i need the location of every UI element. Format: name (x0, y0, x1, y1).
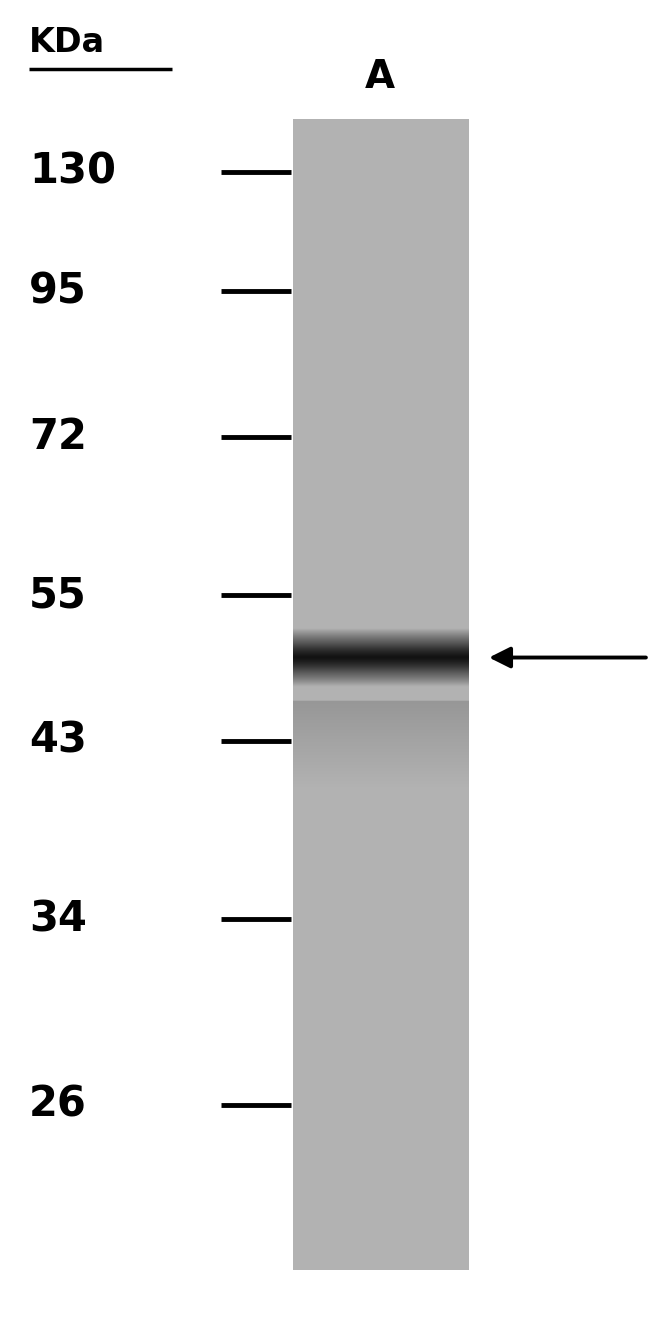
Text: 34: 34 (29, 898, 87, 941)
Text: KDa: KDa (29, 26, 105, 58)
Text: 72: 72 (29, 415, 87, 458)
Text: 26: 26 (29, 1084, 87, 1126)
Text: 130: 130 (29, 151, 116, 193)
Text: 43: 43 (29, 720, 87, 762)
Text: A: A (365, 58, 395, 95)
Text: 95: 95 (29, 270, 87, 312)
Text: 55: 55 (29, 574, 87, 617)
